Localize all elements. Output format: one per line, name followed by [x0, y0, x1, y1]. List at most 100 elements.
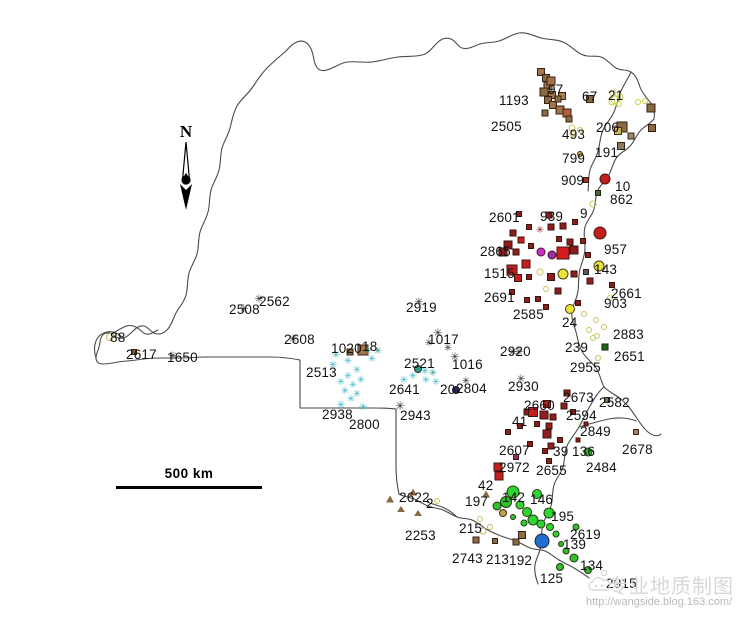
map-point-cluster[interactable]: [542, 448, 548, 454]
map-point-cluster[interactable]: [586, 327, 592, 333]
map-point-cluster[interactable]: [572, 219, 578, 225]
map-point-20[interactable]: [452, 386, 460, 394]
map-point-cluster[interactable]: ✳: [331, 350, 341, 361]
map-point-2619[interactable]: [572, 523, 580, 531]
map-point-cluster[interactable]: [524, 297, 530, 303]
map-point-cluster[interactable]: [547, 442, 555, 450]
map-point-cluster[interactable]: [545, 422, 553, 430]
map-point-cluster[interactable]: [528, 407, 538, 417]
map-point-cluster[interactable]: [608, 98, 616, 106]
map-point-2673[interactable]: [563, 389, 571, 397]
map-point-2930[interactable]: ✳: [516, 373, 526, 386]
map-point-cluster[interactable]: [517, 236, 525, 244]
map-point-cluster[interactable]: ✳: [514, 346, 524, 359]
map-point-213[interactable]: [492, 538, 498, 544]
map-point-cluster[interactable]: [614, 127, 622, 135]
map-point-2253[interactable]: [414, 510, 422, 516]
map-point-39[interactable]: [557, 437, 563, 443]
map-point-88[interactable]: [106, 333, 114, 341]
map-point-cluster[interactable]: [547, 250, 557, 260]
map-point-2804[interactable]: ✳: [461, 376, 471, 387]
map-point-cluster[interactable]: ✳: [408, 371, 418, 382]
map-point-cluster[interactable]: ✳: [340, 386, 350, 397]
map-point-cluster[interactable]: [648, 124, 656, 132]
map-point-cluster[interactable]: ✳: [367, 354, 377, 365]
map-point-2617[interactable]: [131, 349, 137, 355]
map-point-cluster[interactable]: [583, 269, 589, 275]
map-point-cluster[interactable]: [526, 224, 532, 230]
map-point-cluster[interactable]: [547, 223, 555, 231]
map-point-cluster[interactable]: [642, 98, 648, 104]
map-point-2800[interactable]: ✳: [358, 401, 368, 414]
map-point-cluster[interactable]: ✳: [352, 389, 362, 400]
map-point-125[interactable]: [556, 563, 564, 571]
map-point-cluster[interactable]: [500, 496, 512, 508]
map-point-146[interactable]: [532, 489, 542, 499]
map-point-cluster[interactable]: [577, 127, 583, 133]
map-point-cluster[interactable]: [547, 273, 555, 281]
map-point-cluster[interactable]: [397, 506, 405, 512]
map-point-cluster[interactable]: [609, 89, 617, 97]
map-point-cluster[interactable]: [479, 527, 487, 535]
map-point-1515[interactable]: [506, 264, 518, 276]
map-point-cluster[interactable]: [556, 246, 570, 260]
map-point-cluster[interactable]: [534, 421, 540, 427]
map-point-cluster[interactable]: [570, 131, 576, 137]
map-point-cluster[interactable]: [586, 277, 594, 285]
map-point-2594[interactable]: [570, 409, 576, 415]
map-point-cluster[interactable]: [554, 95, 562, 103]
map-point-cluster[interactable]: [492, 501, 502, 511]
map-point-2601[interactable]: [516, 211, 522, 217]
map-point-cluster[interactable]: ✳: [421, 375, 431, 386]
map-point-2641[interactable]: ✳: [399, 374, 409, 387]
map-point-cluster[interactable]: [565, 115, 573, 123]
map-point-cluster[interactable]: [635, 99, 641, 105]
map-point-2849[interactable]: [583, 421, 589, 427]
map-point-cluster[interactable]: [510, 514, 516, 520]
map-point-2505[interactable]: [541, 109, 549, 117]
map-point-2865[interactable]: [503, 240, 513, 250]
map-point-cluster[interactable]: [493, 462, 503, 472]
map-point-cluster[interactable]: [627, 132, 635, 140]
map-point-2484[interactable]: [583, 447, 593, 457]
map-point-cluster[interactable]: ✳: [535, 225, 545, 236]
map-point-909[interactable]: [583, 177, 589, 183]
map-point-2915[interactable]: [601, 570, 607, 576]
map-point-cluster[interactable]: [584, 566, 592, 574]
map-point-cluster[interactable]: [522, 507, 532, 517]
map-point-2972[interactable]: [513, 454, 519, 460]
map-point-cluster[interactable]: [548, 91, 556, 99]
map-point-cluster[interactable]: ✳: [356, 375, 366, 386]
map-point-cluster[interactable]: [593, 317, 599, 323]
map-point-cluster[interactable]: [505, 429, 511, 435]
map-point-1020[interactable]: [346, 348, 354, 356]
map-point-cluster[interactable]: [560, 402, 568, 410]
map-point-192[interactable]: [512, 538, 520, 546]
map-point-cluster[interactable]: [514, 274, 522, 282]
map-point-cluster[interactable]: ✳: [420, 365, 430, 378]
map-point-cluster[interactable]: [517, 423, 523, 429]
map-point-2508[interactable]: ✳: [239, 303, 249, 316]
map-point-cluster[interactable]: ✳: [343, 371, 353, 382]
map-point-2943[interactable]: ✳: [394, 399, 406, 413]
map-point-cluster[interactable]: [552, 530, 560, 538]
map-point-cluster[interactable]: [616, 101, 622, 107]
map-point-18[interactable]: [357, 344, 369, 356]
map-point-cluster[interactable]: [498, 247, 508, 257]
map-point-10[interactable]: [599, 173, 611, 185]
map-point-cluster[interactable]: [518, 531, 526, 539]
map-point-862[interactable]: [595, 190, 601, 196]
map-point-cluster[interactable]: ✳: [343, 356, 353, 367]
map-point-2661[interactable]: [609, 282, 615, 288]
map-point-cluster[interactable]: [546, 523, 554, 531]
map-point-136[interactable]: [575, 437, 581, 443]
watermark-url[interactable]: http://wangside.blog.163.com/: [586, 596, 733, 608]
map-point-939[interactable]: [545, 211, 553, 219]
map-point-2955[interactable]: [595, 355, 601, 361]
map-point-cluster[interactable]: [554, 287, 562, 295]
map-point-cluster[interactable]: [509, 229, 517, 237]
map-point-191[interactable]: [617, 142, 625, 150]
map-point-cluster[interactable]: [487, 524, 493, 530]
map-point-cluster[interactable]: [585, 252, 591, 258]
map-point-197[interactable]: [482, 490, 490, 498]
